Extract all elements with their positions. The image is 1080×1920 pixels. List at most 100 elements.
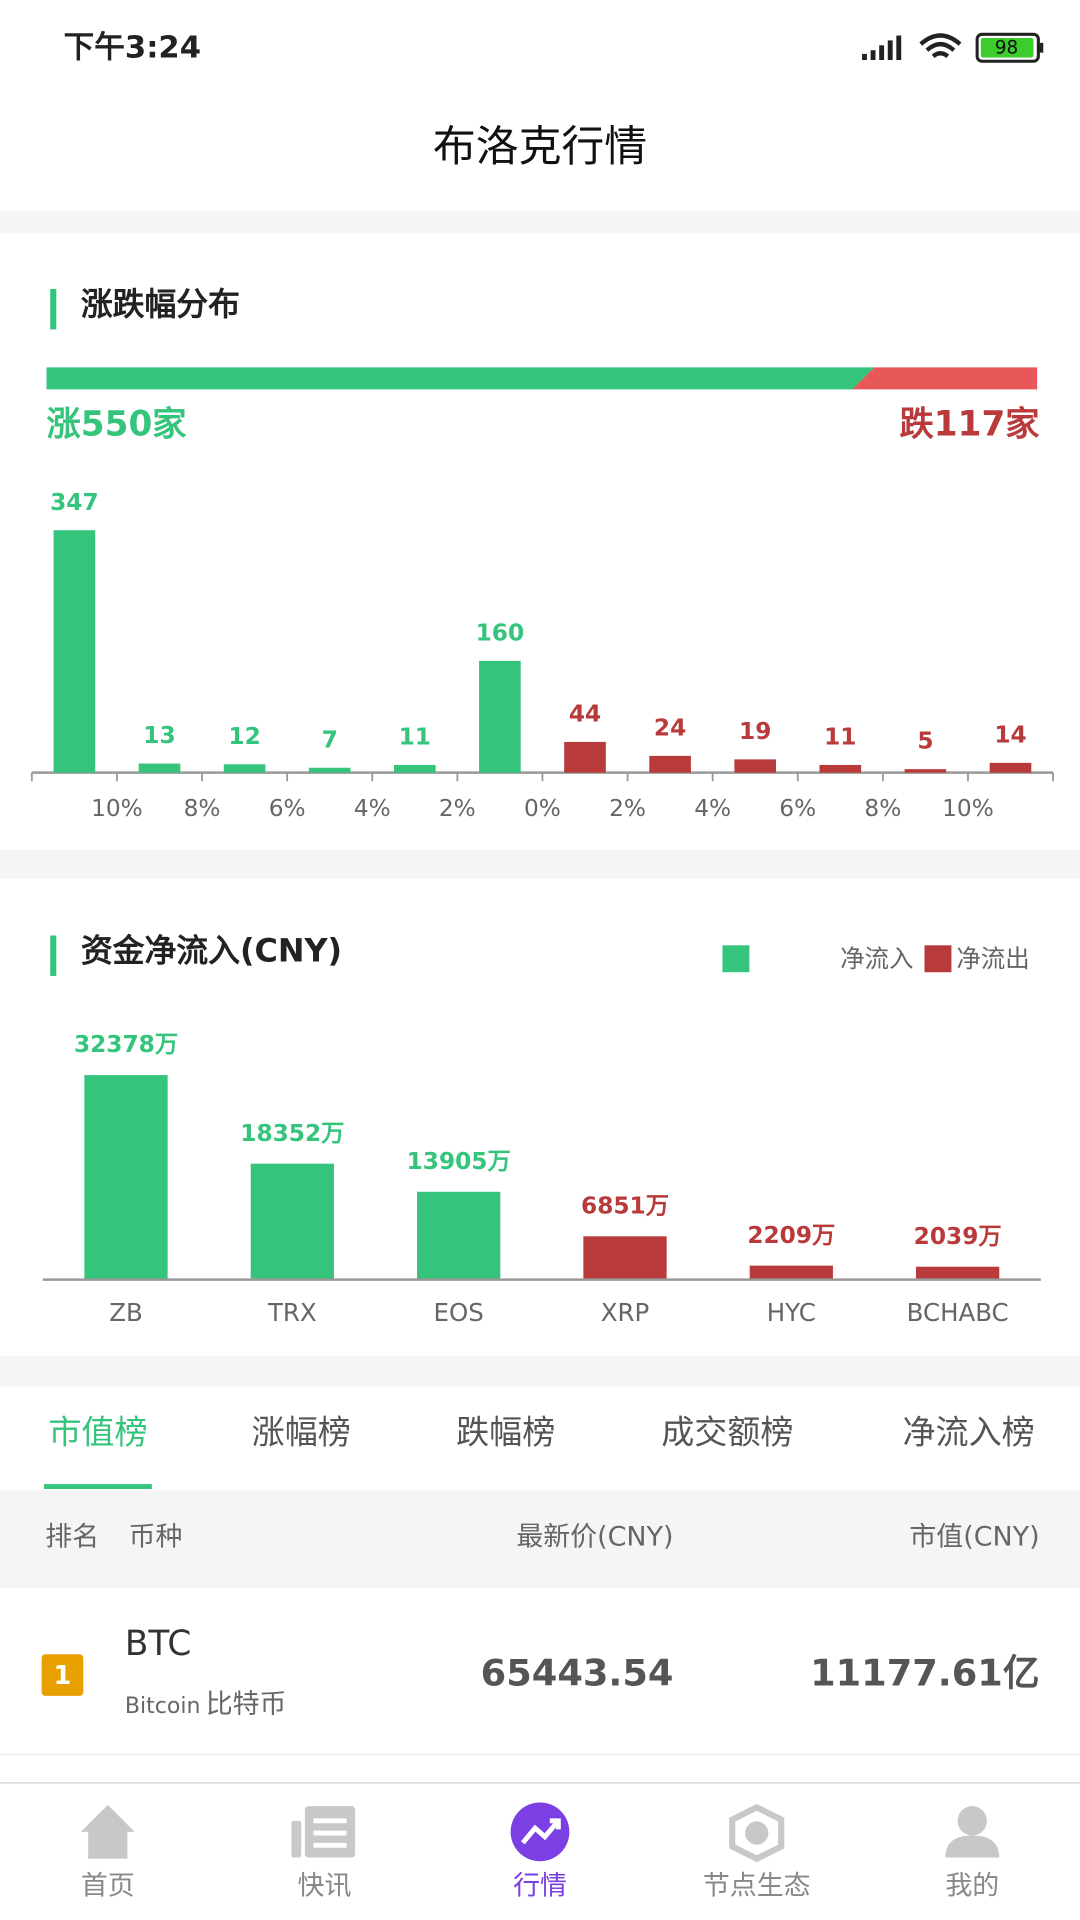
news-icon [291, 1806, 356, 1858]
bar [583, 1236, 667, 1280]
bar-label: 11 [399, 724, 431, 751]
column-header: 排名 [45, 1521, 99, 1552]
battery-level [980, 37, 1034, 58]
rise-ratio-bar [46, 367, 875, 390]
x-tick-label: BCHABC [907, 1298, 1009, 1327]
separator [0, 210, 1080, 233]
bar [649, 755, 691, 773]
home-icon [80, 1804, 135, 1859]
bar [250, 1163, 334, 1280]
bar [904, 769, 947, 773]
bar-label: 12 [228, 723, 260, 750]
profile-icon [945, 1806, 1000, 1858]
status-time: 下午3:24 [64, 30, 201, 65]
x-tick-label: ZB [109, 1298, 143, 1327]
bar-label: 2039万 [914, 1223, 1002, 1250]
rank: 1 [54, 1661, 72, 1691]
coin-name-cn: 比特币 [206, 1689, 287, 1720]
bar [308, 767, 351, 773]
coin-name-en: Bitcoin [125, 1694, 201, 1719]
bar-label: 18352万 [240, 1120, 344, 1147]
bar [564, 741, 606, 773]
battery-text: 98 [995, 37, 1018, 58]
x-tick-label: 10% [91, 795, 143, 822]
bar-label: 44 [569, 700, 601, 727]
page-title: 布洛克行情 [433, 122, 647, 172]
section-title: 资金净流入(CNY) [81, 932, 342, 970]
price: 65443.54 [481, 1652, 674, 1695]
bar [989, 762, 1032, 773]
tab[interactable]: 市值榜 [48, 1412, 147, 1451]
x-tick-label: 2% [439, 795, 476, 822]
x-tick-label: TRX [267, 1298, 317, 1327]
legend-swatch [722, 945, 750, 973]
x-tick-label: 2% [609, 795, 646, 822]
bar [53, 530, 96, 773]
node-icon [729, 1803, 785, 1863]
bar-label: 19 [739, 718, 771, 745]
x-tick-label: 4% [694, 795, 731, 822]
bar-label: 13905万 [407, 1148, 511, 1175]
tab-indicator [44, 1484, 152, 1489]
bar [223, 764, 266, 773]
nav-label[interactable]: 我的 [945, 1870, 999, 1901]
bar [734, 759, 777, 773]
bar-label: 5 [917, 728, 933, 755]
x-tick-label: 6% [269, 795, 306, 822]
x-tick-label: 10% [942, 795, 994, 822]
bar [819, 764, 862, 773]
x-tick-label: XRP [601, 1298, 650, 1327]
bar-label: 13 [143, 722, 175, 749]
fall-label: 跌117家 [900, 405, 1041, 445]
tab[interactable]: 成交额榜 [661, 1412, 793, 1451]
legend-label: 净流入 [840, 944, 913, 973]
market-icon [510, 1802, 570, 1862]
x-tick-label: 6% [779, 795, 816, 822]
coin-symbol: BTC [125, 1624, 191, 1664]
legend-swatch [924, 945, 952, 973]
column-header: 市值(CNY) [909, 1521, 1039, 1552]
bar [749, 1265, 833, 1280]
nav-label[interactable]: 快讯 [298, 1870, 352, 1901]
bar [417, 1191, 501, 1280]
bar [84, 1075, 168, 1280]
table-header-bg [0, 1490, 1080, 1589]
separator [0, 1355, 1080, 1387]
rank-badge [41, 1654, 84, 1696]
tab[interactable]: 跌幅榜 [456, 1412, 555, 1451]
wifi-icon [919, 33, 962, 59]
nav-label[interactable]: 节点生态 [703, 1870, 811, 1901]
bar-label: 160 [476, 619, 525, 646]
bar-label: 347 [50, 489, 99, 516]
section-title: 涨跌幅分布 [81, 285, 240, 323]
bar-label: 2209万 [747, 1222, 835, 1249]
market-cap: 11177.61亿 [810, 1652, 1040, 1695]
nav-label[interactable]: 首页 [81, 1870, 135, 1901]
bar [393, 764, 436, 773]
bar-label: 32378万 [74, 1031, 178, 1058]
tab[interactable]: 涨幅榜 [252, 1412, 351, 1451]
fall-ratio-bar [852, 367, 1038, 390]
signal-icon [862, 35, 902, 60]
x-tick-label: EOS [434, 1298, 484, 1327]
x-tick-label: 4% [354, 795, 391, 822]
x-tick-label: 8% [184, 795, 221, 822]
x-tick-label: 8% [864, 795, 901, 822]
bar-label: 24 [654, 714, 686, 741]
tab[interactable]: 净流入榜 [902, 1412, 1034, 1451]
bar-label: 7 [322, 726, 338, 753]
x-tick-label: 0% [524, 795, 561, 822]
battery-tip [1039, 42, 1044, 53]
rise-label: 涨550家 [47, 405, 188, 445]
bar [138, 763, 181, 773]
section-accent [50, 935, 57, 976]
x-tick-label: HYC [767, 1298, 816, 1327]
separator [0, 849, 1080, 880]
column-header: 币种 [129, 1521, 183, 1552]
bar-label: 6851万 [581, 1192, 669, 1219]
nav-label[interactable]: 行情 [513, 1870, 567, 1901]
bar [479, 660, 521, 773]
